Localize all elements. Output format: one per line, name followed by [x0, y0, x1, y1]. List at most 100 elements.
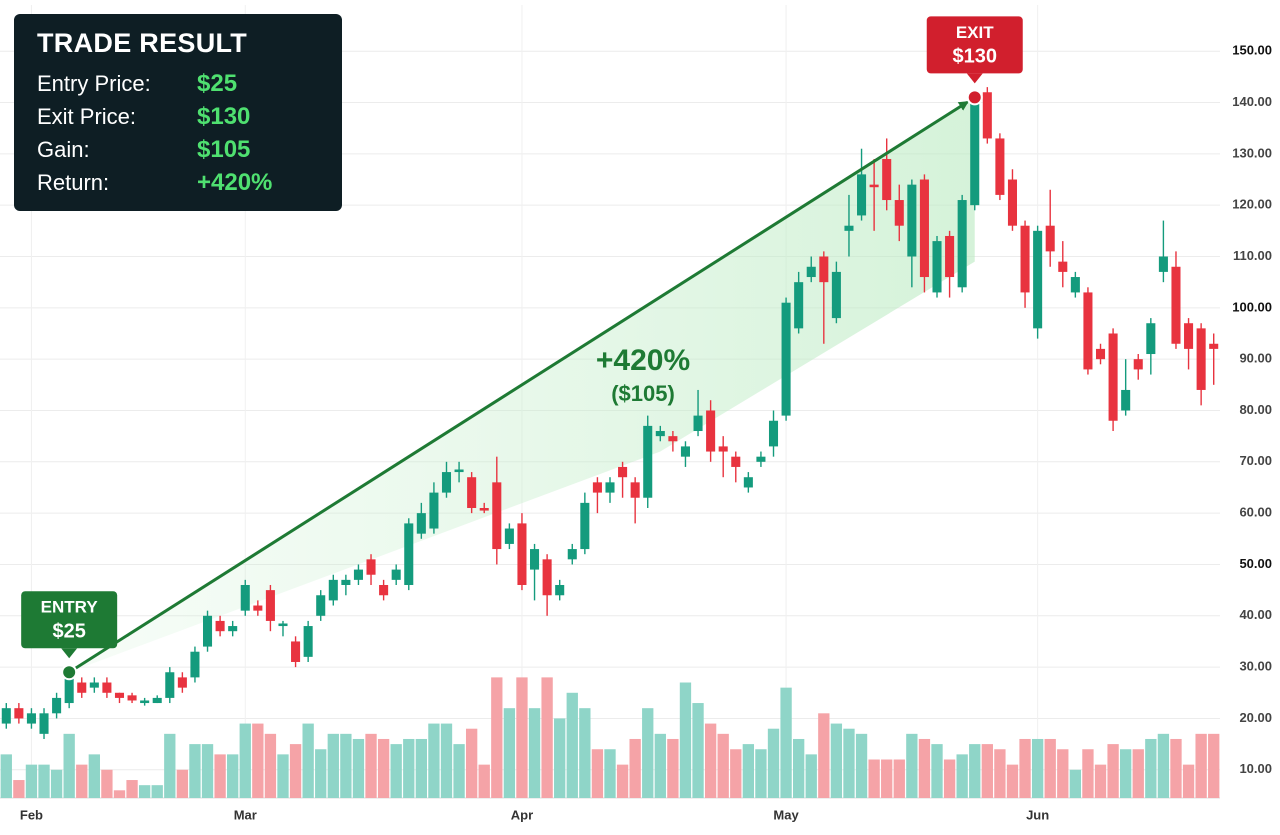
volume-bar	[440, 723, 453, 798]
gain-percent: +420%	[596, 344, 690, 377]
volume-bar	[516, 677, 528, 798]
volume-bar	[755, 749, 767, 798]
candle-body	[64, 672, 74, 704]
candle-body	[932, 241, 942, 293]
candle-body	[957, 200, 967, 288]
x-tick-label: May	[773, 807, 799, 822]
exit-label-box	[926, 16, 1023, 74]
volume-bar	[252, 723, 264, 798]
volume-bar	[403, 738, 415, 798]
candle-body	[240, 584, 250, 611]
row-label: Gain:	[37, 137, 90, 162]
volume-bar	[793, 738, 805, 798]
volume-bar	[704, 723, 717, 798]
candle-body	[1133, 359, 1143, 370]
candle-body	[492, 482, 502, 550]
volume-bar	[478, 764, 490, 798]
candle-body	[1108, 333, 1118, 421]
volume-bar	[302, 723, 314, 798]
y-tick-label: 80.00	[1239, 402, 1272, 417]
volume-bar	[541, 677, 553, 798]
candle-body	[14, 708, 24, 719]
candle-body	[756, 456, 766, 462]
panel-row: Exit Price: $130	[37, 100, 319, 133]
candle-body	[253, 605, 263, 611]
volume-bar	[377, 738, 390, 798]
candle-body	[806, 266, 816, 278]
volume-bar	[201, 744, 214, 798]
candle-body	[1095, 348, 1106, 360]
row-value: $25	[197, 70, 238, 97]
volume-bar	[50, 769, 63, 798]
volume-bar	[176, 769, 189, 798]
volume-bar	[642, 708, 654, 798]
volume-bar	[579, 708, 591, 798]
candle-body	[655, 431, 665, 437]
y-tick-label: 30.00	[1239, 659, 1272, 674]
volume-bar	[239, 723, 251, 798]
entry-label-box	[21, 591, 118, 649]
candle-body	[567, 549, 577, 560]
candle-body	[1184, 323, 1194, 349]
entry-label-pointer	[61, 648, 78, 659]
panel-row: Entry Price: $25	[37, 67, 319, 100]
volume-bar	[717, 733, 729, 798]
volume-bar	[730, 749, 742, 798]
y-tick-label: 130.00	[1232, 145, 1272, 160]
candle-body	[291, 641, 301, 662]
candle-body	[379, 584, 389, 596]
candle-body	[1, 708, 11, 724]
candle-body	[530, 549, 540, 570]
volume-bar	[679, 682, 692, 798]
candle-body	[1007, 179, 1018, 226]
volume-bar	[654, 733, 666, 798]
y-tick-label: 90.00	[1239, 351, 1272, 366]
candle-body	[1171, 266, 1181, 344]
volume-bar	[931, 744, 943, 798]
volume-bar	[76, 764, 88, 798]
candle-body	[26, 713, 36, 724]
volume-bar	[390, 744, 402, 798]
volume-bar	[1182, 764, 1195, 798]
volume-bar	[528, 708, 541, 798]
volume-bar	[843, 728, 855, 798]
candle-body	[391, 569, 401, 580]
y-tick-label: 10.00	[1239, 761, 1272, 776]
candle-body	[328, 579, 338, 601]
volume-bar	[1031, 738, 1044, 798]
y-tick-label: 50.00	[1239, 556, 1272, 571]
volume-bar	[918, 738, 931, 798]
candle-body	[718, 446, 728, 452]
candle-body	[869, 184, 879, 188]
candle-body	[127, 695, 137, 701]
volume-bar	[289, 744, 302, 798]
row-value: $105	[197, 136, 251, 163]
volume-bar	[0, 754, 12, 798]
candle-body	[215, 620, 225, 632]
volume-bar	[830, 723, 843, 798]
candle-body	[945, 235, 955, 278]
y-tick-label: 110.00	[1233, 248, 1272, 263]
volume-bar	[503, 708, 516, 798]
candle-body	[1045, 225, 1055, 252]
candle-body	[970, 97, 980, 206]
candle-body	[693, 415, 703, 432]
entry-title: ENTRY	[41, 598, 99, 617]
candle-body	[39, 713, 49, 734]
panel-row: Gain: $105	[37, 133, 319, 166]
candle-body	[52, 697, 62, 714]
candle-body	[140, 700, 150, 704]
volume-bar	[1132, 749, 1144, 798]
y-tick-label: 20.00	[1239, 710, 1272, 725]
volume-bar	[956, 754, 968, 798]
x-tick-label: Mar	[234, 807, 257, 822]
candle-body	[580, 502, 590, 550]
candle-body	[467, 477, 477, 509]
candle-body	[1020, 225, 1030, 293]
volume-bar	[692, 703, 704, 798]
candle-body	[1121, 389, 1131, 411]
volume-bar	[1120, 749, 1132, 798]
candle-body	[995, 138, 1005, 195]
volume-bar	[428, 723, 440, 798]
